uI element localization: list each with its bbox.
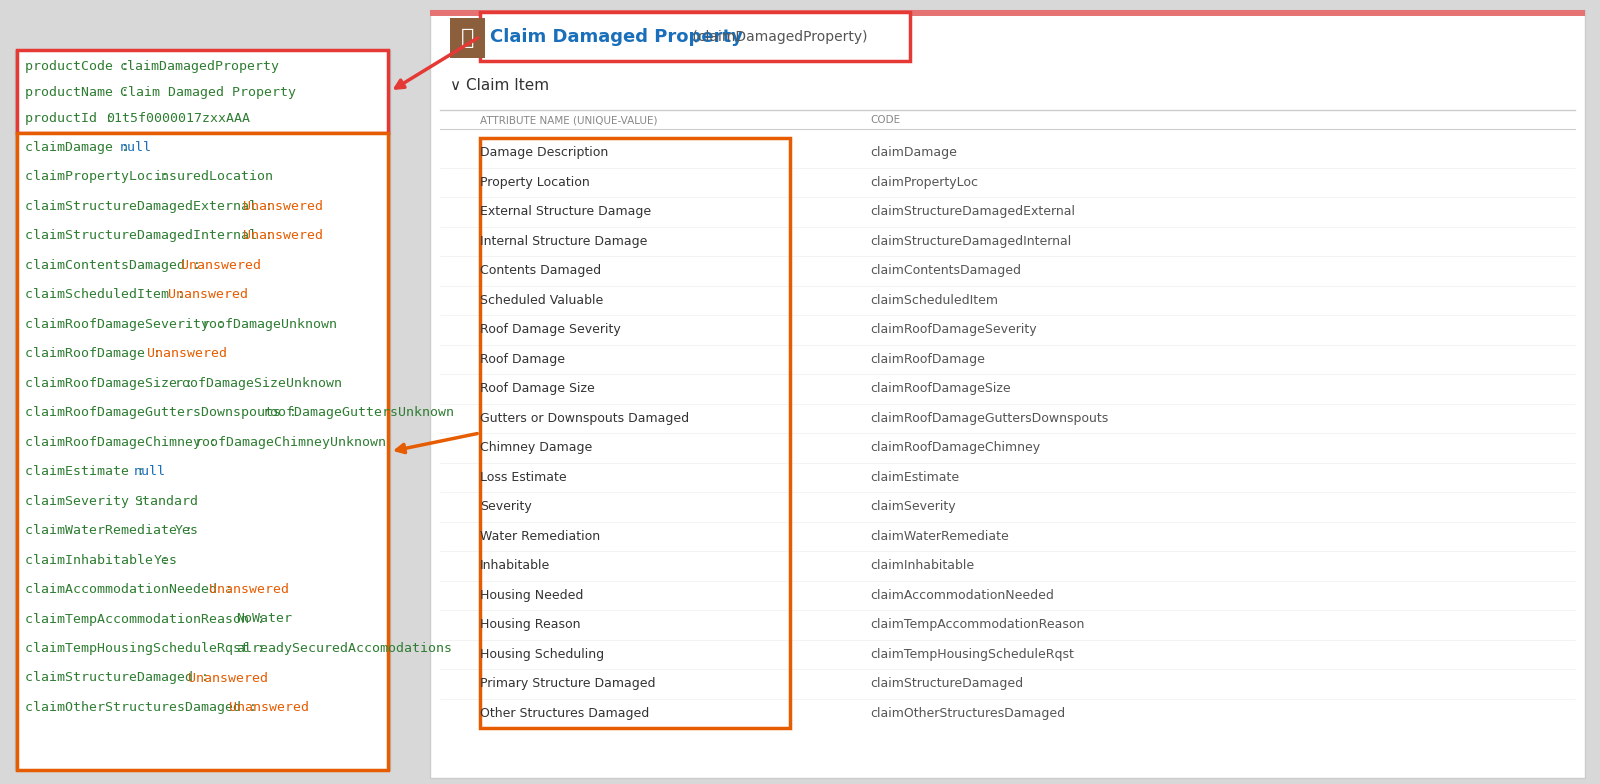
- Text: claimInhabitable: claimInhabitable: [870, 559, 974, 572]
- Text: ∨ Claim Item: ∨ Claim Item: [450, 78, 549, 93]
- Text: claimStructureDamaged :: claimStructureDamaged :: [26, 672, 218, 684]
- Text: claimRoofDamageGuttersDownspouts: claimRoofDamageGuttersDownspouts: [870, 412, 1109, 425]
- Text: Yes: Yes: [154, 554, 178, 567]
- Text: roofDamageUnknown: roofDamageUnknown: [202, 318, 338, 331]
- Text: Water Remediation: Water Remediation: [480, 530, 600, 543]
- Text: Unanswered: Unanswered: [181, 259, 261, 271]
- Text: Unanswered: Unanswered: [243, 199, 323, 212]
- Text: claimOtherStructuresDamaged: claimOtherStructuresDamaged: [870, 706, 1066, 720]
- Text: Roof Damage Size: Roof Damage Size: [480, 383, 595, 395]
- Text: claimRoofDamageSeverity: claimRoofDamageSeverity: [870, 323, 1037, 336]
- Text: claimStructureDamagedInternal: claimStructureDamagedInternal: [870, 234, 1072, 248]
- Text: Gutters or Downspouts Damaged: Gutters or Downspouts Damaged: [480, 412, 690, 425]
- Text: Scheduled Valuable: Scheduled Valuable: [480, 294, 603, 307]
- Text: roofDamageSizeUnknown: roofDamageSizeUnknown: [174, 376, 342, 390]
- Text: claimInhabitable :: claimInhabitable :: [26, 554, 178, 567]
- Text: productId :: productId :: [26, 111, 122, 125]
- Text: claimWaterRemediate: claimWaterRemediate: [870, 530, 1008, 543]
- Text: Internal Structure Damage: Internal Structure Damage: [480, 234, 648, 248]
- Text: Inhabitable: Inhabitable: [480, 559, 550, 572]
- Text: CODE: CODE: [870, 115, 901, 125]
- FancyBboxPatch shape: [18, 50, 387, 133]
- Text: claimSeverity: claimSeverity: [870, 500, 955, 514]
- Text: Claim Damaged Property: Claim Damaged Property: [120, 85, 296, 99]
- FancyBboxPatch shape: [430, 10, 1586, 16]
- Text: Claim Damaged Property: Claim Damaged Property: [490, 27, 742, 45]
- Text: claimScheduledItem: claimScheduledItem: [870, 294, 998, 307]
- Text: Roof Damage: Roof Damage: [480, 353, 565, 366]
- FancyBboxPatch shape: [430, 10, 1586, 778]
- Text: claimRoofDamage :: claimRoofDamage :: [26, 347, 170, 360]
- Text: claimRoofDamageChimney :: claimRoofDamageChimney :: [26, 435, 226, 448]
- Text: claimTempHousingScheduleRqst: claimTempHousingScheduleRqst: [870, 648, 1074, 661]
- Text: claimRoofDamageSize :: claimRoofDamageSize :: [26, 376, 202, 390]
- Text: Contents Damaged: Contents Damaged: [480, 264, 602, 278]
- Text: claimPropertyLoc: claimPropertyLoc: [870, 176, 978, 189]
- Text: claimPropertyLoc :: claimPropertyLoc :: [26, 170, 178, 183]
- Text: Yes: Yes: [174, 524, 198, 537]
- Text: Unanswered: Unanswered: [229, 701, 309, 714]
- Text: Unanswered: Unanswered: [243, 229, 323, 242]
- Text: ATTRIBUTE NAME (UNIQUE-VALUE): ATTRIBUTE NAME (UNIQUE-VALUE): [480, 115, 658, 125]
- Text: Property Location: Property Location: [480, 176, 590, 189]
- Text: null: null: [134, 465, 166, 478]
- Text: Housing Needed: Housing Needed: [480, 589, 584, 602]
- Text: claimTempAccommodationReason :: claimTempAccommodationReason :: [26, 612, 274, 626]
- Text: claimDamage :: claimDamage :: [26, 140, 138, 154]
- FancyBboxPatch shape: [14, 50, 390, 770]
- Text: Unanswered: Unanswered: [168, 288, 248, 301]
- Text: roofDamageGuttersUnknown: roofDamageGuttersUnknown: [262, 406, 454, 419]
- Text: claimAccommodationNeeded :: claimAccommodationNeeded :: [26, 583, 242, 596]
- Text: NoWater: NoWater: [235, 612, 291, 626]
- Text: Severity: Severity: [480, 500, 531, 514]
- Text: productName :: productName :: [26, 85, 138, 99]
- Text: claimStructureDamagedExternal :: claimStructureDamagedExternal :: [26, 199, 282, 212]
- Text: claimScheduledItem :: claimScheduledItem :: [26, 288, 194, 301]
- Text: claimRoofDamage: claimRoofDamage: [870, 353, 986, 366]
- Text: claimStructureDamagedInternal :: claimStructureDamagedInternal :: [26, 229, 282, 242]
- Text: Housing Reason: Housing Reason: [480, 619, 581, 631]
- Text: claimWaterRemediate :: claimWaterRemediate :: [26, 524, 202, 537]
- Text: claimRoofDamageGuttersDownspouts :: claimRoofDamageGuttersDownspouts :: [26, 406, 306, 419]
- Text: claimOtherStructuresDamaged :: claimOtherStructuresDamaged :: [26, 701, 266, 714]
- Text: claimAccommodationNeeded: claimAccommodationNeeded: [870, 589, 1054, 602]
- Text: insuredLocation: insuredLocation: [154, 170, 274, 183]
- Text: External Structure Damage: External Structure Damage: [480, 205, 651, 218]
- Text: ⛨: ⛨: [461, 28, 474, 48]
- Text: claimEstimate: claimEstimate: [870, 470, 958, 484]
- Text: Housing Scheduling: Housing Scheduling: [480, 648, 605, 661]
- Text: Roof Damage Severity: Roof Damage Severity: [480, 323, 621, 336]
- Text: claimTempHousingScheduleRqst :: claimTempHousingScheduleRqst :: [26, 642, 274, 655]
- Text: roofDamageChimneyUnknown: roofDamageChimneyUnknown: [195, 435, 387, 448]
- Text: claimStructureDamaged: claimStructureDamaged: [870, 677, 1022, 690]
- Text: claimContentsDamaged :: claimContentsDamaged :: [26, 259, 210, 271]
- Text: claimDamage: claimDamage: [870, 147, 957, 159]
- Text: claimRoofDamageChimney: claimRoofDamageChimney: [870, 441, 1040, 454]
- Text: Standard: Standard: [134, 495, 198, 507]
- Text: Chimney Damage: Chimney Damage: [480, 441, 592, 454]
- Text: claimSeverity :: claimSeverity :: [26, 495, 154, 507]
- Text: claimEstimate :: claimEstimate :: [26, 465, 154, 478]
- Text: productCode :: productCode :: [26, 60, 138, 72]
- Text: claimRoofDamageSize: claimRoofDamageSize: [870, 383, 1011, 395]
- Text: Primary Structure Damaged: Primary Structure Damaged: [480, 677, 656, 690]
- Text: alreadySecuredAccomodations: alreadySecuredAccomodations: [235, 642, 451, 655]
- FancyBboxPatch shape: [480, 12, 910, 61]
- Text: (claimDamagedProperty): (claimDamagedProperty): [688, 30, 867, 43]
- Text: claimContentsDamaged: claimContentsDamaged: [870, 264, 1021, 278]
- Text: null: null: [120, 140, 152, 154]
- Text: Unanswered: Unanswered: [189, 672, 269, 684]
- Text: Other Structures Damaged: Other Structures Damaged: [480, 706, 650, 720]
- FancyBboxPatch shape: [450, 18, 485, 58]
- Text: claimStructureDamagedExternal: claimStructureDamagedExternal: [870, 205, 1075, 218]
- FancyBboxPatch shape: [18, 133, 387, 770]
- Text: 01t5f0000017zxxAAA: 01t5f0000017zxxAAA: [107, 111, 251, 125]
- Text: Loss Estimate: Loss Estimate: [480, 470, 566, 484]
- Text: claimDamagedProperty: claimDamagedProperty: [120, 60, 280, 72]
- Text: Damage Description: Damage Description: [480, 147, 608, 159]
- Text: claimRoofDamageSeverity :: claimRoofDamageSeverity :: [26, 318, 234, 331]
- Text: claimTempAccommodationReason: claimTempAccommodationReason: [870, 619, 1085, 631]
- Text: Unanswered: Unanswered: [147, 347, 227, 360]
- Text: Unanswered: Unanswered: [208, 583, 288, 596]
